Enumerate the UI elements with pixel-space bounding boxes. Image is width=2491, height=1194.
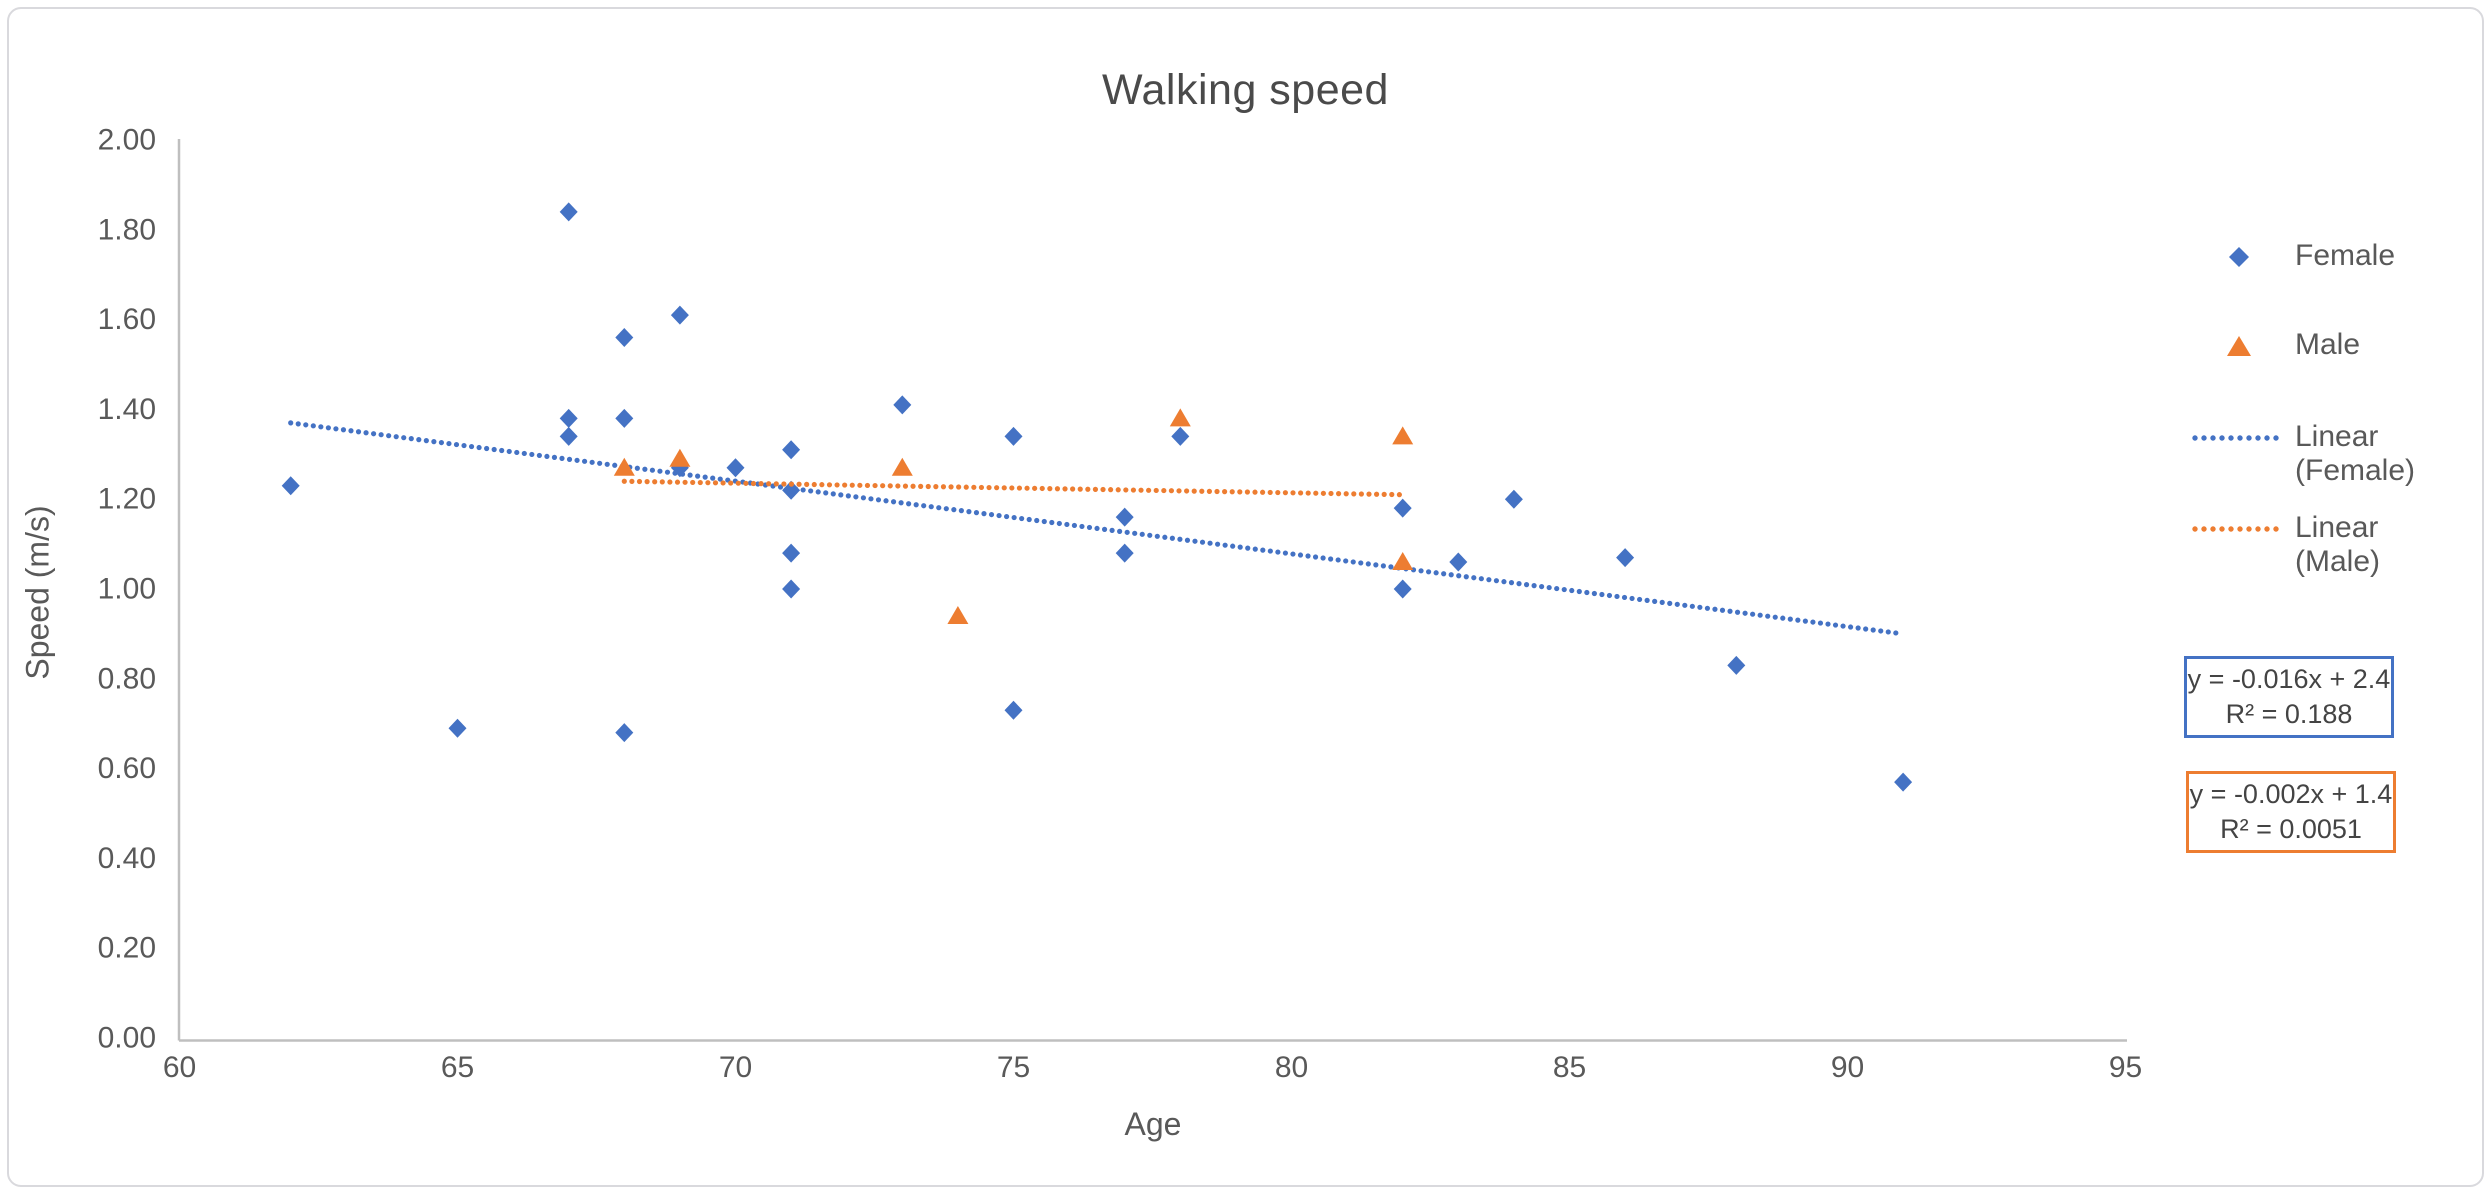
data-point-female[interactable] (615, 408, 634, 428)
dotted-line-icon (2191, 511, 2287, 547)
y-tick-label: 0.00 (98, 1022, 156, 1055)
data-point-female[interactable] (559, 426, 578, 446)
x-tick-label: 90 (1831, 1051, 1864, 1084)
data-point-female[interactable] (281, 476, 300, 496)
y-tick-label: 1.60 (98, 303, 156, 336)
legend-label: Male (2295, 328, 2361, 361)
data-point-female[interactable] (559, 408, 578, 428)
data-point-male[interactable] (669, 448, 691, 467)
legend-item-linear-male[interactable]: Linear (Male) (2191, 511, 2380, 579)
legend-item-linear-female[interactable]: Linear (Female) (2191, 420, 2415, 488)
data-point-female[interactable] (1504, 489, 1523, 509)
data-point-male[interactable] (1392, 552, 1414, 571)
equation-box-female[interactable]: y = -0.016x + 2.4 R² = 0.188 (2184, 656, 2394, 738)
data-point-female[interactable] (782, 440, 801, 460)
y-tick-label: 0.80 (98, 662, 156, 695)
x-axis-title: Age (1124, 1106, 1182, 1142)
data-point-female[interactable] (1727, 655, 1746, 675)
data-point-female[interactable] (1393, 498, 1412, 518)
legend-label: Linear (Male) (2295, 511, 2381, 578)
data-point-male[interactable] (1392, 426, 1414, 445)
data-point-female[interactable] (1449, 552, 1468, 572)
dotted-line-icon (2191, 420, 2287, 456)
data-point-female[interactable] (448, 718, 467, 738)
y-tick-label: 0.40 (98, 842, 156, 875)
data-point-female[interactable] (1004, 700, 1023, 720)
data-point-female[interactable] (1393, 579, 1412, 599)
y-tick-label: 0.20 (98, 932, 156, 965)
y-tick-label: 1.40 (98, 393, 156, 426)
equation-text: y = -0.002x + 1.4 (2189, 779, 2393, 809)
data-point-female[interactable] (615, 328, 634, 348)
data-point-male[interactable] (891, 457, 913, 476)
data-point-female[interactable] (670, 305, 689, 325)
data-point-female[interactable] (615, 723, 634, 743)
data-point-female[interactable] (1894, 772, 1913, 792)
data-point-female[interactable] (782, 480, 801, 500)
y-tick-label: 1.00 (98, 573, 156, 606)
equation-text: y = -0.016x + 2.4 (2187, 664, 2391, 694)
data-point-female[interactable] (782, 579, 801, 599)
data-point-female[interactable] (782, 543, 801, 563)
x-tick-label: 95 (2109, 1051, 2142, 1084)
chart-border (7, 7, 2484, 1187)
data-point-female[interactable] (1004, 426, 1023, 446)
equation-box-male[interactable]: y = -0.002x + 1.4 R² = 0.0051 (2186, 771, 2396, 853)
trendline-female[interactable] (288, 420, 1906, 637)
trendline-male[interactable] (621, 478, 1406, 498)
legend-item-female[interactable]: Female (2191, 239, 2395, 275)
legend-label: Linear (Female) (2295, 420, 2416, 487)
legend-label: Female (2295, 239, 2396, 272)
data-point-female[interactable] (559, 202, 578, 222)
x-tick-label: 85 (1553, 1051, 1586, 1084)
legend-item-male[interactable]: Male (2191, 328, 2360, 364)
y-tick-label: 1.20 (98, 483, 156, 516)
x-tick-label: 65 (441, 1051, 474, 1084)
y-tick-label: 1.80 (98, 213, 156, 246)
y-tick-label: 0.60 (98, 752, 156, 785)
data-point-male[interactable] (947, 605, 969, 624)
female-diamond-icon (2191, 239, 2287, 275)
chart-title: Walking speed (1102, 66, 1389, 114)
data-point-male[interactable] (613, 457, 635, 476)
y-axis-title: Speed (m/s) (19, 505, 56, 680)
x-tick-label: 70 (719, 1051, 752, 1084)
data-point-female[interactable] (1171, 426, 1190, 446)
x-tick-label: 80 (1275, 1051, 1308, 1084)
r-squared-text: R² = 0.0051 (2220, 814, 2362, 844)
data-point-female[interactable] (1616, 548, 1635, 568)
x-tick-label: 60 (163, 1051, 196, 1084)
male-triangle-icon (2191, 328, 2287, 364)
data-point-female[interactable] (726, 458, 745, 478)
data-point-female[interactable] (1115, 507, 1134, 527)
y-tick-label: 2.00 (98, 124, 156, 157)
data-point-male[interactable] (1169, 408, 1191, 427)
x-tick-label: 75 (997, 1051, 1030, 1084)
data-point-female[interactable] (893, 395, 912, 415)
r-squared-text: R² = 0.188 (2225, 699, 2353, 729)
data-point-female[interactable] (1115, 543, 1134, 563)
